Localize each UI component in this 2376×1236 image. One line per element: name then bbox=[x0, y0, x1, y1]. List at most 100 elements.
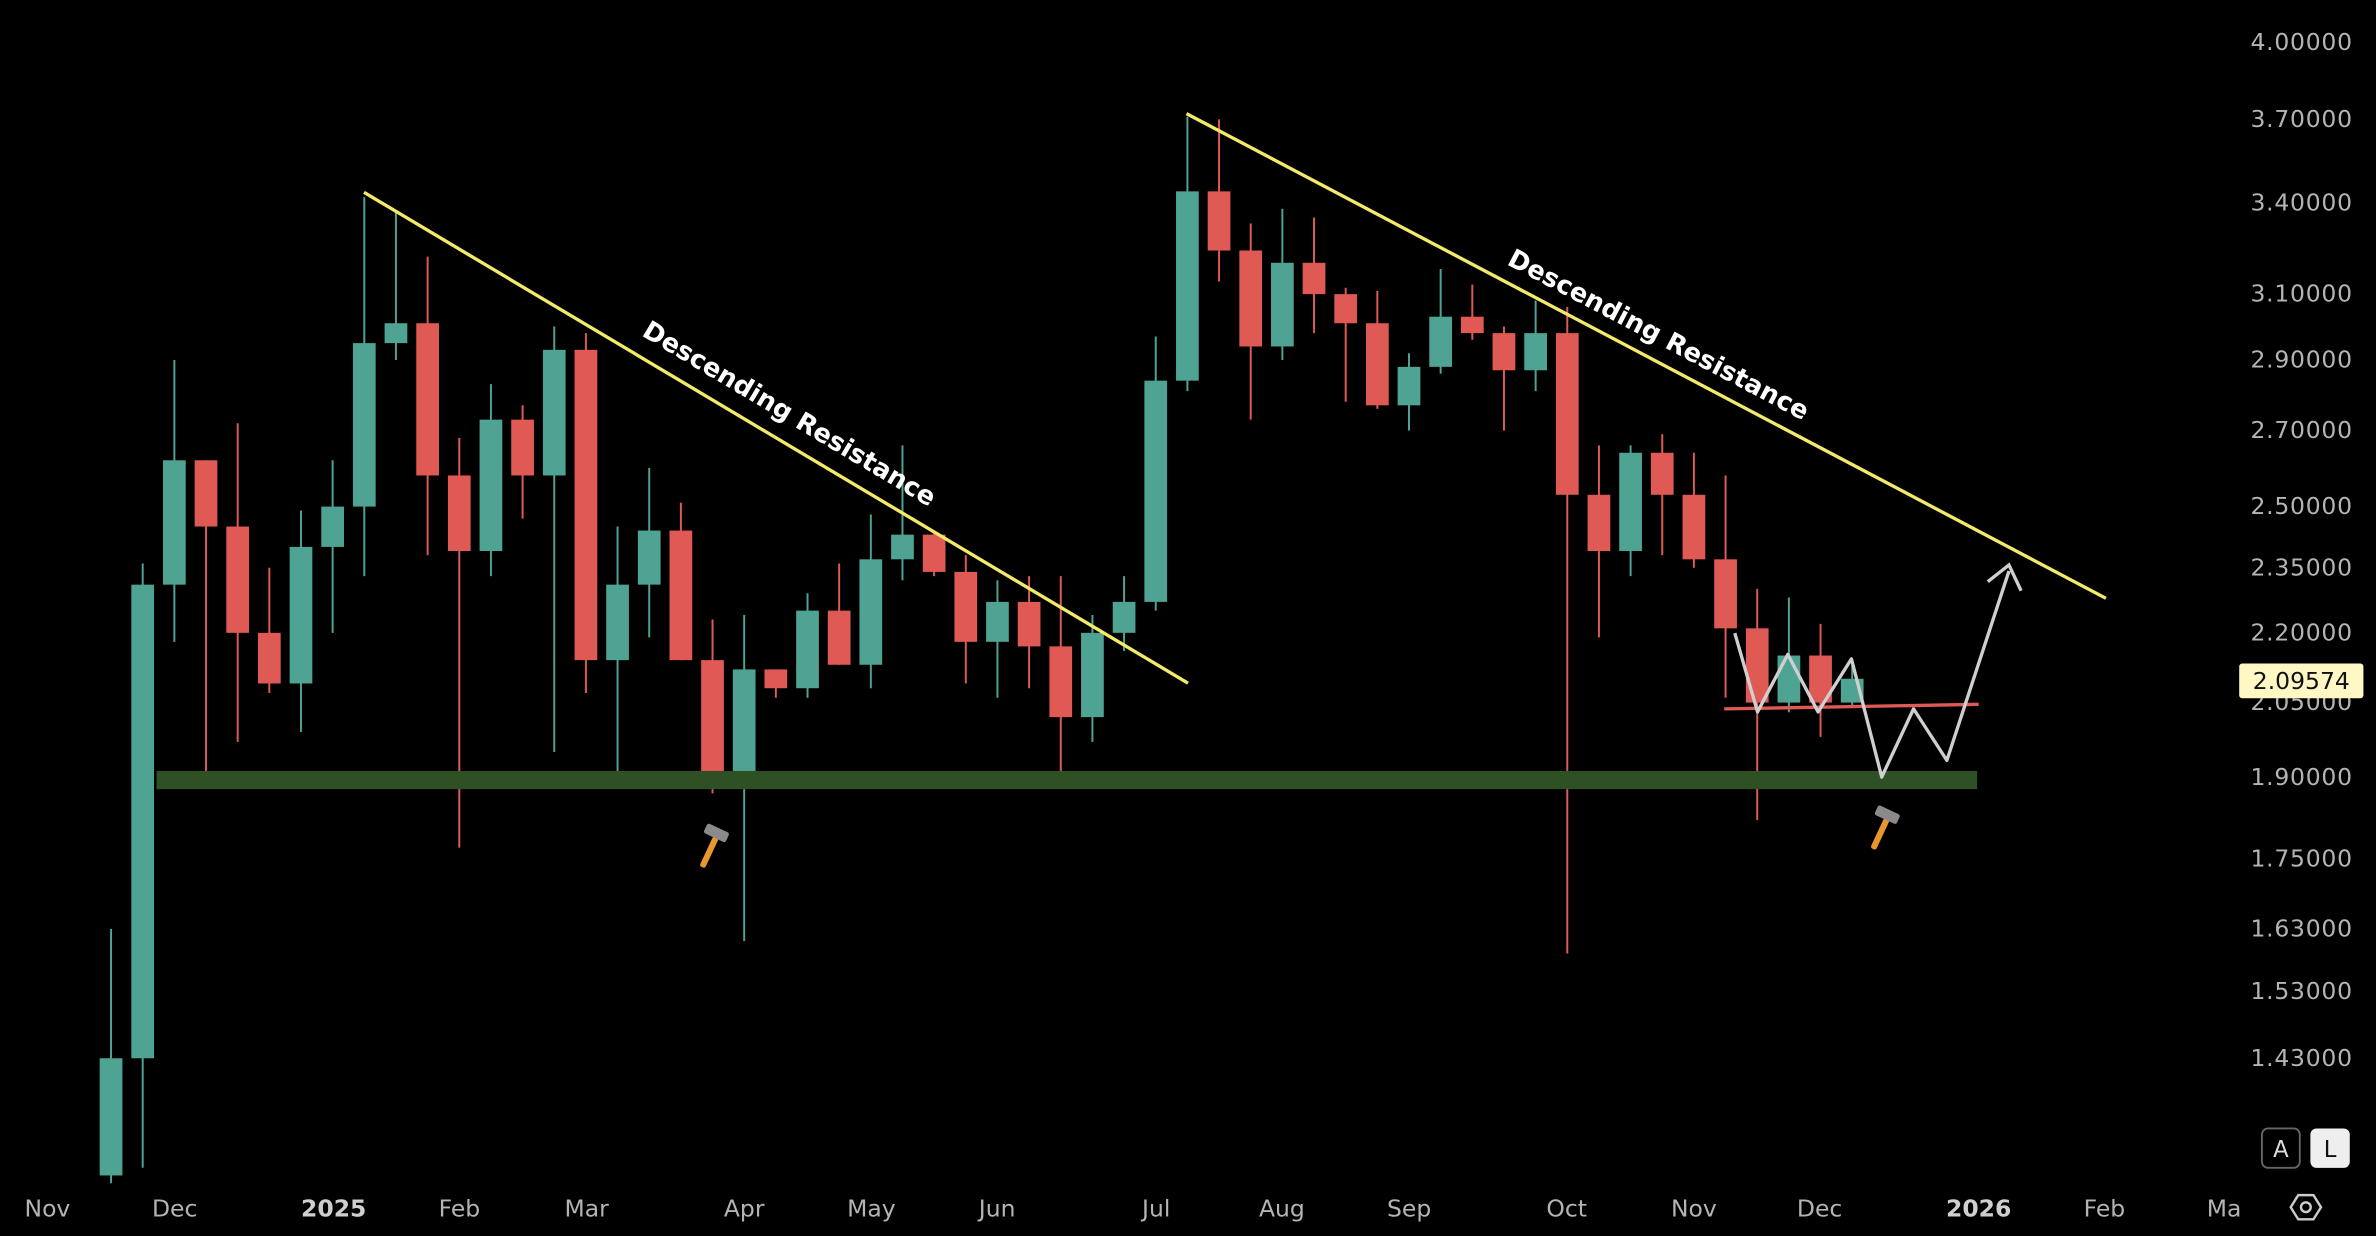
candle[interactable] bbox=[1271, 208, 1294, 361]
candle-body bbox=[1745, 628, 1769, 703]
candle[interactable] bbox=[1302, 217, 1326, 334]
candle[interactable] bbox=[1429, 268, 1453, 374]
candle[interactable] bbox=[796, 593, 819, 698]
candle[interactable] bbox=[1809, 623, 1832, 737]
log-scale-button[interactable]: L bbox=[2310, 1128, 2350, 1168]
candle-body bbox=[289, 546, 313, 684]
candle[interactable] bbox=[1650, 434, 1674, 556]
candle-body bbox=[859, 559, 883, 665]
candle-body bbox=[1650, 452, 1674, 495]
candle-body bbox=[1460, 316, 1484, 334]
x-tick-label: Sep bbox=[1387, 1194, 1431, 1222]
candle[interactable] bbox=[289, 510, 313, 732]
candle[interactable] bbox=[1714, 475, 1737, 698]
candle[interactable] bbox=[511, 405, 534, 519]
candle-body bbox=[352, 343, 376, 507]
candle[interactable] bbox=[859, 514, 883, 689]
descending-resistance-line-2[interactable] bbox=[1185, 112, 2107, 600]
candle[interactable] bbox=[954, 555, 978, 684]
candle-body bbox=[99, 1058, 123, 1176]
candle[interactable] bbox=[479, 384, 503, 577]
candle-body bbox=[1049, 646, 1073, 718]
neckline[interactable] bbox=[1724, 702, 1979, 711]
auto-scale-button[interactable]: A bbox=[2261, 1127, 2301, 1169]
candle[interactable] bbox=[226, 423, 250, 742]
candle[interactable] bbox=[542, 326, 566, 752]
candle-body bbox=[1429, 316, 1453, 367]
x-tick-label: Nov bbox=[25, 1194, 71, 1222]
candle[interactable] bbox=[1144, 336, 1168, 611]
x-axis[interactable]: Nov Dec 2025 Feb Mar Apr May Jun Jul Aug Sep Oct Nov… bbox=[25, 1194, 2242, 1222]
last-price-label: 2.09574 bbox=[2239, 663, 2364, 699]
candle[interactable] bbox=[194, 460, 218, 773]
candle[interactable] bbox=[416, 256, 439, 556]
x-tick-label: 2026 bbox=[1946, 1194, 2011, 1222]
x-tick-label: Apr bbox=[724, 1194, 765, 1222]
candle-body bbox=[1334, 294, 1358, 324]
candle[interactable] bbox=[1555, 306, 1579, 954]
candle-body bbox=[1365, 323, 1389, 406]
candle[interactable] bbox=[1239, 223, 1263, 420]
candle-body bbox=[194, 460, 218, 527]
candle-body bbox=[1777, 655, 1801, 703]
candle[interactable] bbox=[384, 211, 408, 361]
candle[interactable] bbox=[1524, 300, 1547, 392]
candle[interactable] bbox=[1460, 284, 1484, 340]
candle[interactable] bbox=[1682, 452, 1706, 568]
candle[interactable] bbox=[1492, 326, 1516, 431]
candle-body bbox=[1555, 333, 1579, 495]
candle[interactable] bbox=[352, 197, 376, 577]
candle[interactable] bbox=[1207, 119, 1231, 282]
candle-body bbox=[954, 571, 978, 642]
x-tick-label: Feb bbox=[439, 1194, 481, 1222]
candle-body bbox=[447, 475, 471, 552]
candle[interactable] bbox=[701, 619, 724, 794]
projection-path[interactable] bbox=[1733, 570, 2011, 779]
candle[interactable] bbox=[1397, 353, 1421, 431]
candle[interactable] bbox=[1587, 445, 1611, 638]
candle[interactable] bbox=[764, 669, 788, 698]
candle-body bbox=[891, 534, 914, 560]
candle[interactable] bbox=[637, 467, 661, 638]
candle[interactable] bbox=[1017, 576, 1041, 689]
log-scale-label: L bbox=[2324, 1137, 2337, 1163]
candle-body bbox=[321, 506, 345, 547]
x-tick-label: Jun bbox=[977, 1194, 1016, 1222]
descending-resistance-line-1[interactable] bbox=[363, 190, 1189, 685]
candle[interactable] bbox=[99, 928, 123, 1184]
candle[interactable] bbox=[669, 502, 693, 661]
x-tick-label: Jul bbox=[1140, 1194, 1170, 1222]
candle-body bbox=[479, 419, 503, 552]
candle-body bbox=[226, 526, 250, 633]
candle-body bbox=[1271, 262, 1294, 347]
candle-body bbox=[606, 584, 629, 661]
hammer-icon bbox=[700, 823, 729, 868]
candle[interactable] bbox=[574, 333, 598, 693]
y-axis[interactable]: 4.00000 3.70000 3.40000 3.10000 2.90000 2.700… bbox=[2250, 28, 2352, 1072]
candle[interactable] bbox=[162, 360, 186, 642]
candle[interactable] bbox=[1081, 615, 1104, 742]
candle[interactable] bbox=[1112, 576, 1136, 651]
candle[interactable] bbox=[986, 580, 1009, 698]
y-tick-label: 2.20000 bbox=[2250, 618, 2352, 646]
candle[interactable] bbox=[131, 563, 155, 1168]
candle[interactable] bbox=[827, 563, 851, 665]
candle[interactable] bbox=[1176, 116, 1199, 392]
x-tick-label: 2025 bbox=[301, 1194, 366, 1222]
candle[interactable] bbox=[1619, 445, 1642, 577]
settings-icon[interactable] bbox=[2289, 1193, 2323, 1221]
candle-body bbox=[1682, 494, 1706, 560]
candle-body bbox=[1302, 262, 1326, 295]
candle-body bbox=[1587, 494, 1611, 552]
candles-layer bbox=[99, 116, 1864, 1184]
candle[interactable] bbox=[257, 567, 281, 693]
candle[interactable] bbox=[321, 460, 345, 633]
candle[interactable] bbox=[1365, 290, 1389, 409]
candle[interactable] bbox=[606, 526, 629, 778]
candle[interactable] bbox=[922, 530, 946, 577]
candle-body bbox=[384, 323, 408, 344]
x-tick-label: Oct bbox=[1546, 1194, 1587, 1222]
y-tick-label: 3.70000 bbox=[2250, 105, 2352, 133]
candle[interactable] bbox=[1334, 287, 1358, 402]
